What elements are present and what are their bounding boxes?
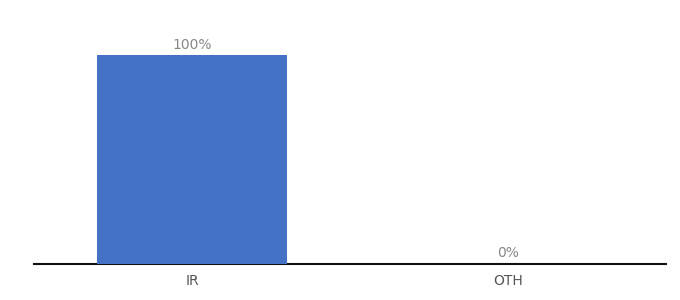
Text: 100%: 100% bbox=[172, 38, 212, 52]
Bar bbox=[97, 55, 287, 264]
Text: 0%: 0% bbox=[497, 246, 520, 260]
